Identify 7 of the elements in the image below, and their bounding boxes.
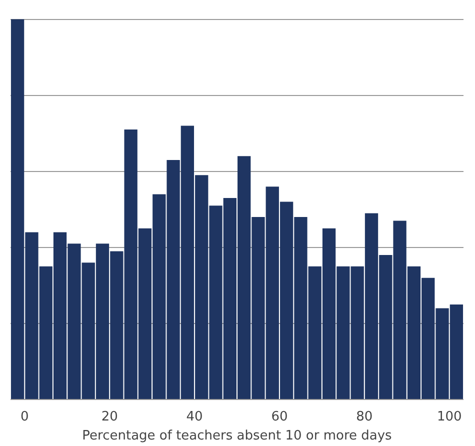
x-tick-label: 20 [101,410,118,424]
x-axis-title: Percentage of teachers absent 10 or more days [82,428,392,444]
x-tick-label: 40 [186,410,203,424]
x-tick-label: 60 [271,410,288,424]
x-tick-label: 100 [436,410,462,424]
x-tick-label: 0 [20,410,29,424]
x-tick-label: 80 [356,410,373,424]
